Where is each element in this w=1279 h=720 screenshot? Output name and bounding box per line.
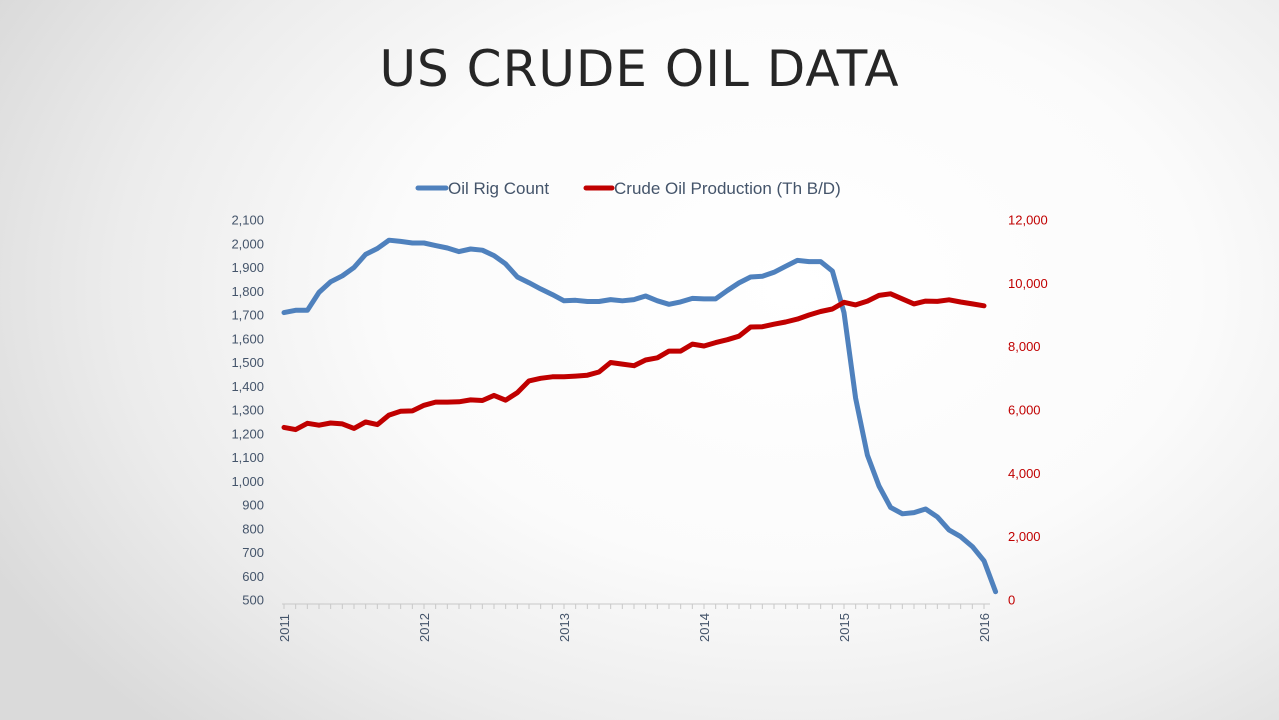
x-tick-label: 2015	[837, 613, 852, 642]
y-left-tick-label: 1,300	[231, 403, 264, 418]
y-left-tick-label: 1,500	[231, 355, 264, 370]
y-left-tick-label: 1,600	[231, 331, 264, 346]
y-left-tick-label: 1,200	[231, 426, 264, 441]
x-axis: 2011 2012 2013 2014 2015 2016	[277, 603, 992, 642]
y-left-tick-label: 800	[242, 521, 264, 536]
y-left-tick-label: 1,400	[231, 379, 264, 394]
y-right-tick-label: 0	[1008, 593, 1015, 608]
y-left-tick-label: 700	[242, 545, 264, 560]
slide-title: US CRUDE OIL DATA	[379, 40, 900, 98]
y-right-tick-label: 2,000	[1008, 529, 1041, 544]
series-line-rig-count	[281, 237, 999, 595]
y-right-tick-label: 10,000	[1008, 276, 1048, 291]
series-layer	[281, 237, 999, 595]
y-right-tick-label: 12,000	[1008, 213, 1048, 228]
y-left-tick-label: 2,000	[231, 236, 264, 251]
y-left-tick-label: 900	[242, 498, 264, 513]
y-left-tick-label: 500	[242, 593, 264, 608]
y-left-tick-label: 2,100	[231, 213, 264, 228]
x-tick-label: 2011	[277, 614, 292, 642]
legend-label-rig-count: Oil Rig Count	[448, 179, 549, 198]
y-left-tick-label: 1,900	[231, 260, 264, 275]
legend: Oil Rig Count Crude Oil Production (Th B…	[415, 179, 841, 198]
legend-label-crude-production: Crude Oil Production (Th B/D)	[614, 179, 841, 198]
x-tick-label: 2016	[977, 613, 992, 642]
x-tick-label: 2013	[557, 613, 572, 642]
y-left-tick-label: 1,100	[231, 450, 264, 465]
x-tick-label: 2012	[417, 613, 432, 642]
y-left-tick-label: 600	[242, 569, 264, 584]
y-axis-right: 12,000 10,000 8,000 6,000 4,000 2,000 0	[1008, 213, 1048, 608]
y-right-tick-label: 8,000	[1008, 339, 1041, 354]
y-right-tick-label: 6,000	[1008, 403, 1041, 418]
y-left-tick-label: 1,700	[231, 308, 264, 323]
y-left-tick-label: 1,000	[231, 474, 264, 489]
y-left-tick-label: 1,800	[231, 284, 264, 299]
y-axis-left: 2,100 2,000 1,900 1,800 1,700 1,600 1,500 1,400…	[231, 213, 264, 608]
y-right-tick-label: 4,000	[1008, 466, 1041, 481]
x-tick-label: 2014	[697, 613, 712, 642]
series-line-crude-production	[281, 291, 987, 433]
